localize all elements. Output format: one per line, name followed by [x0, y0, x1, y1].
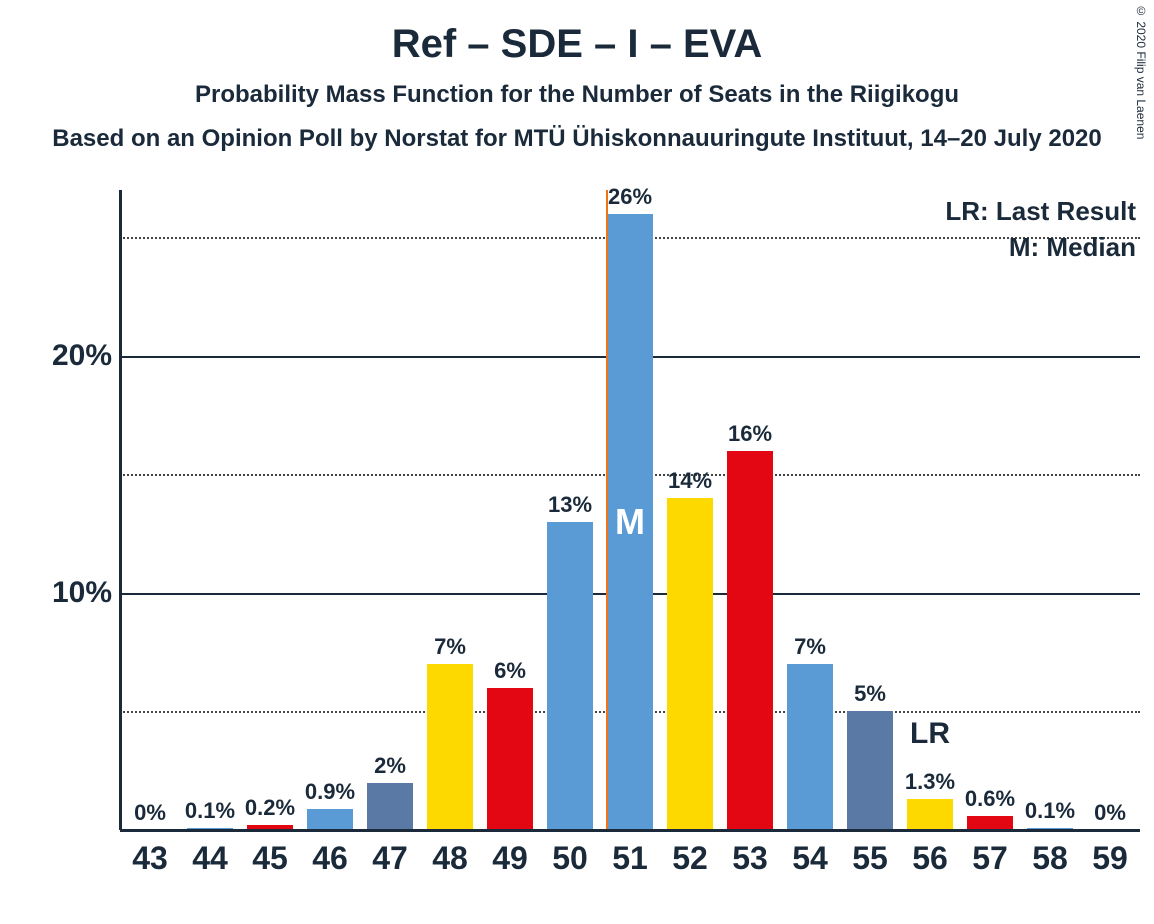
chart-title: Ref – SDE – I – EVA	[0, 0, 1154, 67]
copyright-text: © 2020 Filip van Laenen	[1134, 4, 1148, 139]
x-axis-label: 50	[552, 830, 588, 877]
bar-value-label: 16%	[728, 421, 772, 447]
median-line	[606, 190, 608, 830]
x-axis-label: 57	[972, 830, 1008, 877]
legend-median: M: Median	[1009, 232, 1136, 263]
bar	[667, 498, 714, 830]
bar	[367, 783, 414, 830]
bar	[907, 799, 954, 830]
bar-value-label: 1.3%	[905, 769, 955, 795]
chart-subtitle-2: Based on an Opinion Poll by Norstat for …	[0, 109, 1154, 153]
bar-value-label: 0.6%	[965, 786, 1015, 812]
bar	[427, 664, 474, 830]
y-axis-label: 10%	[52, 576, 120, 610]
bar	[787, 664, 834, 830]
x-axis-label: 55	[852, 830, 888, 877]
bar	[547, 522, 594, 830]
chart-subtitle-1: Probability Mass Function for the Number…	[0, 67, 1154, 109]
x-axis-label: 56	[912, 830, 948, 877]
bar-value-label: 0%	[134, 800, 166, 826]
x-axis-label: 46	[312, 830, 348, 877]
bar-value-label: 6%	[494, 658, 526, 684]
bar-value-label: 7%	[434, 634, 466, 660]
x-axis-label: 49	[492, 830, 528, 877]
y-axis-label: 20%	[52, 339, 120, 373]
bar-value-label: 26%	[608, 184, 652, 210]
x-axis-label: 51	[612, 830, 648, 877]
bar	[727, 451, 774, 830]
chart-plot-area: 10%20%0%0.1%0.2%0.9%2%7%6%13%26%14%16%7%…	[120, 190, 1140, 830]
bar-value-label: 0.1%	[1025, 798, 1075, 824]
last-result-marker: LR	[910, 717, 950, 751]
x-axis-label: 52	[672, 830, 708, 877]
bar	[847, 711, 894, 830]
bar-value-label: 2%	[374, 753, 406, 779]
x-axis-label: 59	[1092, 830, 1128, 877]
x-axis-label: 54	[792, 830, 828, 877]
bar-value-label: 5%	[854, 681, 886, 707]
bar-value-label: 0%	[1094, 800, 1126, 826]
bar-value-label: 0.2%	[245, 795, 295, 821]
median-marker: M	[615, 501, 645, 543]
x-axis-label: 48	[432, 830, 468, 877]
x-axis-label: 53	[732, 830, 768, 877]
x-axis-label: 58	[1032, 830, 1068, 877]
bar	[967, 816, 1014, 830]
legend-last-result: LR: Last Result	[945, 196, 1136, 227]
x-axis-label: 47	[372, 830, 408, 877]
x-axis-label: 45	[252, 830, 288, 877]
bar-value-label: 13%	[548, 492, 592, 518]
bar-value-label: 0.1%	[185, 798, 235, 824]
y-axis	[119, 190, 122, 830]
bar-value-label: 14%	[668, 468, 712, 494]
bar	[487, 688, 534, 830]
x-axis-label: 43	[132, 830, 168, 877]
x-axis-label: 44	[192, 830, 228, 877]
bar	[307, 809, 354, 830]
bar-value-label: 7%	[794, 634, 826, 660]
bar-value-label: 0.9%	[305, 779, 355, 805]
